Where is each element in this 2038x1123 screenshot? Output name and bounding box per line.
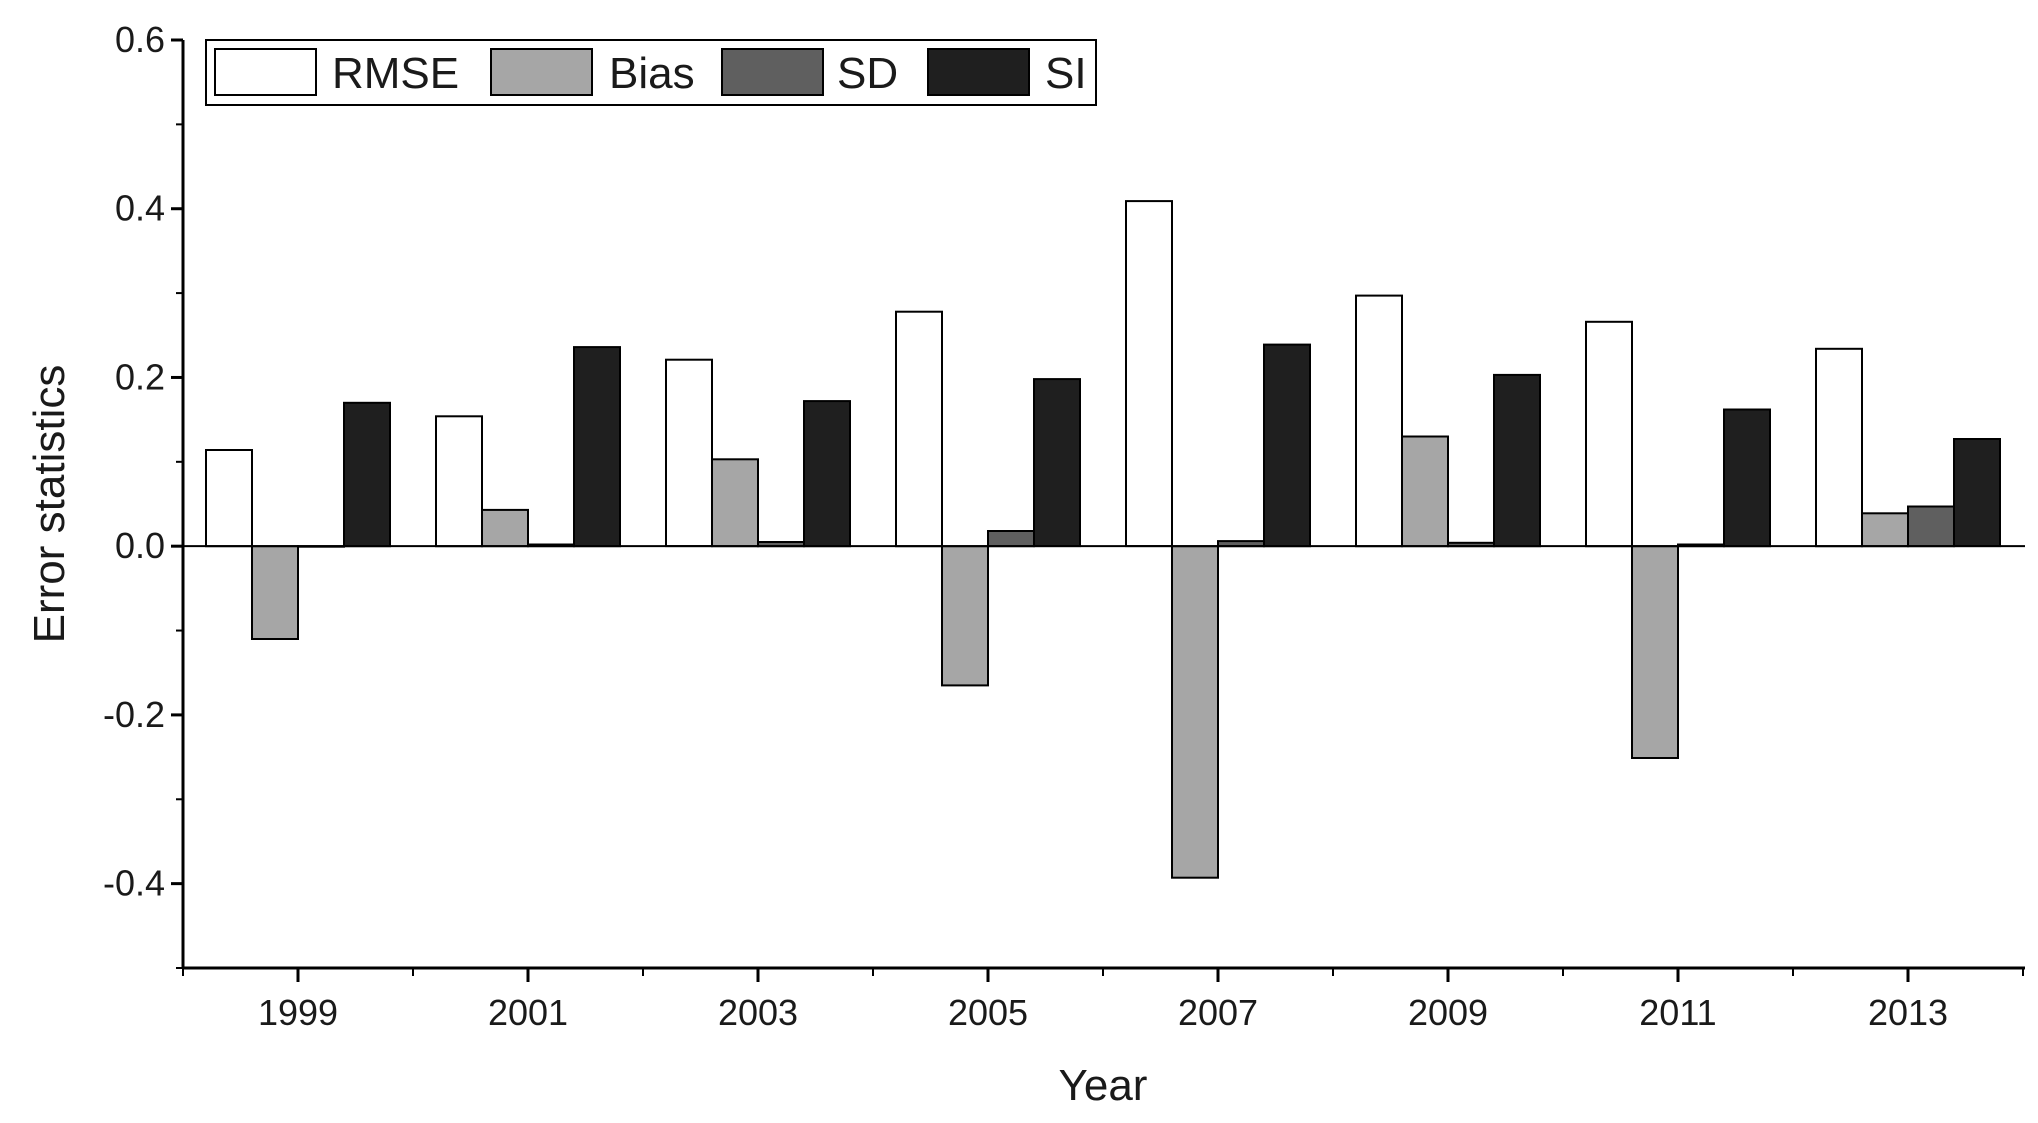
legend-swatch-rmse	[214, 48, 317, 96]
y-tick-label: 0.6	[115, 19, 165, 60]
bar-rmse-2003	[665, 358, 713, 548]
bar-rmse-2009	[1355, 294, 1403, 548]
bar-rmse-2007	[1125, 200, 1173, 548]
bar-si-2005	[1033, 378, 1081, 548]
legend: RMSE Bias SD SI	[205, 39, 1097, 106]
bar-si-2011	[1723, 408, 1771, 548]
legend-label-rmse: RMSE	[332, 49, 459, 98]
bar-rmse-1999	[205, 449, 253, 548]
bar-bias-2005	[941, 545, 989, 687]
bar-si-2001	[573, 346, 621, 548]
bar-bias-2013	[1861, 512, 1909, 548]
x-axis-title: Year	[1059, 1061, 1148, 1110]
axes: -0.4 -0.2 0.0 0.2 0.4 0.6 1999 2001 2003 2005 2007…	[103, 19, 2025, 1033]
legend-label-sd: SD	[837, 49, 898, 98]
bar-rmse-2001	[435, 415, 483, 548]
bar-bias-2007	[1171, 545, 1219, 879]
y-tick-label: -0.4	[103, 863, 165, 904]
bar-si-2007	[1263, 343, 1311, 548]
y-tick-label: 0.4	[115, 188, 165, 229]
legend-swatch-sd	[721, 48, 824, 96]
x-tick-label: 1999	[258, 992, 338, 1033]
y-axis-title: Error statistics	[25, 365, 74, 644]
bar-bias-1999	[251, 545, 299, 641]
x-tick-label: 2003	[718, 992, 798, 1033]
bar-sd-2013	[1907, 505, 1955, 548]
bar-group	[205, 200, 2001, 879]
bar-bias-2001	[481, 508, 529, 548]
bar-si-2013	[1953, 438, 2001, 548]
bar-si-1999	[343, 401, 391, 548]
bar-si-2003	[803, 400, 851, 548]
x-tick-label: 2013	[1868, 992, 1948, 1033]
bar-sd-2005	[987, 530, 1035, 548]
legend-swatch-bias	[490, 48, 593, 96]
legend-label-si: SI	[1045, 49, 1087, 98]
bar-rmse-2005	[895, 310, 943, 548]
x-tick-label: 2007	[1178, 992, 1258, 1033]
y-tick-label: 0.0	[115, 525, 165, 566]
bar-bias-2011	[1631, 545, 1679, 760]
legend-label-bias: Bias	[609, 49, 695, 98]
bar-bias-2003	[711, 458, 759, 548]
bar-bias-2009	[1401, 435, 1449, 548]
x-tick-label: 2001	[488, 992, 568, 1033]
bar-si-2009	[1493, 373, 1541, 548]
bar-rmse-2013	[1815, 347, 1863, 548]
y-tick-label: 0.2	[115, 356, 165, 397]
x-tick-label: 2011	[1639, 992, 1716, 1033]
bar-rmse-2011	[1585, 320, 1633, 548]
x-tick-label: 2005	[948, 992, 1028, 1033]
legend-swatch-si	[927, 48, 1030, 96]
y-tick-label: -0.2	[103, 694, 165, 735]
x-tick-label: 2009	[1408, 992, 1488, 1033]
